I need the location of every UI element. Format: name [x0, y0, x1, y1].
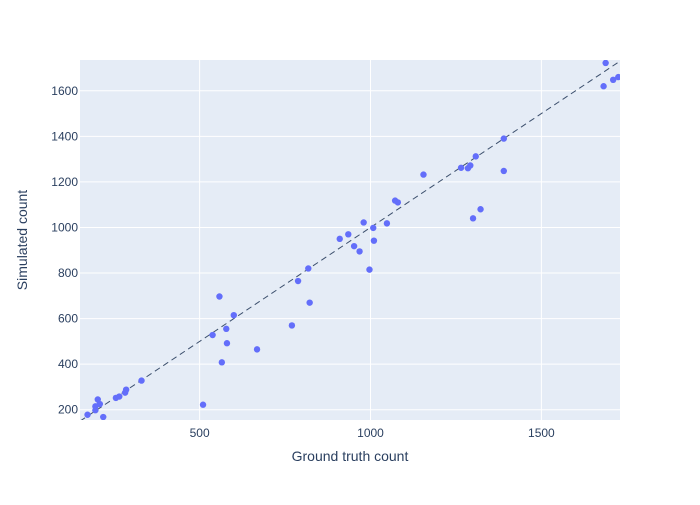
data-point — [394, 199, 402, 206]
data-point — [336, 235, 343, 243]
data-point — [223, 325, 230, 333]
x-tick-label: 1000 — [357, 426, 384, 440]
data-point — [469, 215, 477, 222]
data-point — [600, 83, 607, 90]
data-point — [223, 340, 231, 347]
plot-area — [80, 60, 620, 420]
data-point — [209, 331, 216, 339]
data-point — [420, 171, 427, 178]
data-point — [294, 277, 302, 285]
data-point — [96, 400, 104, 408]
data-point — [305, 265, 312, 272]
x-tick-label: 1500 — [528, 426, 555, 440]
y-tick-labels: 200 400 600 800 1000 1200 1400 1600 — [51, 84, 78, 417]
data-points — [84, 60, 620, 420]
y-tick-label: 1200 — [51, 175, 78, 189]
x-tick-label: 500 — [190, 426, 210, 440]
x-axis-title: Ground truth count — [292, 448, 409, 464]
data-point — [500, 167, 507, 175]
data-point — [366, 266, 373, 273]
data-point — [100, 413, 107, 420]
y-axis-title: Simulated count — [14, 190, 30, 291]
data-point — [288, 322, 296, 329]
data-point — [457, 164, 465, 171]
data-point — [615, 73, 620, 81]
data-point — [199, 401, 207, 408]
y-tick-label: 400 — [58, 357, 78, 371]
plot-background — [80, 60, 620, 420]
y-tick-label: 1400 — [51, 129, 78, 143]
data-point — [609, 76, 617, 84]
data-point — [500, 135, 507, 142]
data-point — [84, 411, 91, 418]
data-point — [350, 242, 358, 250]
y-tick-label: 1000 — [51, 220, 78, 234]
data-point — [253, 346, 261, 353]
data-point — [122, 386, 130, 393]
data-point — [370, 224, 377, 232]
data-point — [138, 377, 145, 384]
data-point — [345, 231, 352, 238]
data-point — [116, 393, 123, 400]
data-point — [306, 299, 313, 306]
y-tick-label: 1600 — [51, 84, 78, 98]
y-tick-label: 600 — [58, 312, 78, 326]
data-point — [218, 359, 226, 366]
data-point — [356, 248, 363, 255]
data-point — [383, 220, 391, 227]
data-point — [472, 153, 479, 160]
data-point — [467, 162, 474, 169]
y-tick-label: 800 — [58, 266, 78, 280]
data-point — [92, 407, 99, 414]
data-point — [360, 219, 367, 226]
reference-line-y-equals-x — [80, 60, 620, 420]
y-tick-label: 200 — [58, 403, 78, 417]
data-point — [602, 60, 609, 67]
data-point — [370, 237, 378, 244]
data-point — [477, 206, 484, 213]
data-point — [230, 311, 237, 319]
grid-lines — [80, 60, 620, 420]
data-point — [216, 293, 223, 300]
x-tick-labels: 500 1000 1500 — [190, 426, 555, 440]
